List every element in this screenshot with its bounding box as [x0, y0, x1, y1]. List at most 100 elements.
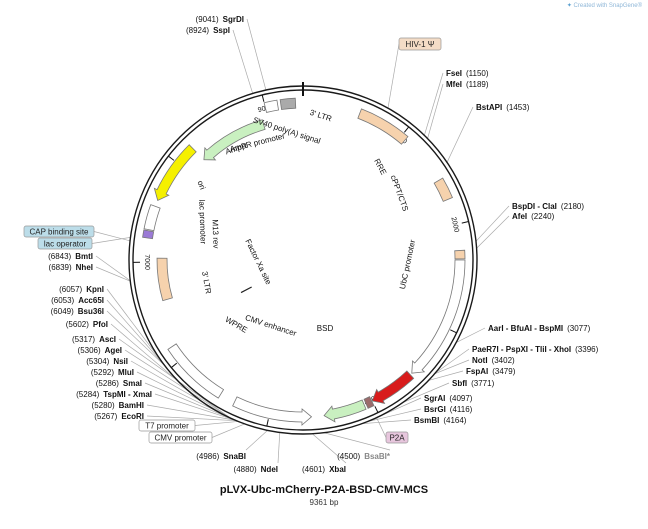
site-afei: AfeI (2240): [512, 212, 555, 221]
lac-operator-box-text: lac operator: [44, 240, 87, 249]
site-leader: [246, 18, 267, 91]
site-position: (5602): [66, 320, 89, 329]
hiv-psi-box: [398, 37, 442, 51]
site-leader: [427, 83, 444, 139]
site-nhei: (6839) NheI: [49, 263, 93, 272]
site-noti: NotI (3402): [472, 356, 515, 365]
site-fsei: FseI (1150): [446, 69, 489, 78]
site-nsii: (5304) NsiI: [86, 357, 128, 366]
site-ecori: (5267) EcoRI: [94, 412, 144, 421]
site-leader: [434, 359, 470, 375]
site-position: (3771): [471, 379, 494, 388]
feature-ampr_prom: [263, 99, 279, 113]
snapgene-credit: ✦ Created with SnapGene®: [567, 2, 642, 9]
feature-ori: [153, 144, 197, 202]
site-pfoi: (5602) PfoI: [66, 320, 108, 329]
site-bmti: (6843) BmtI: [48, 252, 93, 261]
site-name: FseI: [446, 69, 462, 78]
ltr3b-label: 3' LTR: [200, 271, 213, 295]
site-leader: [424, 72, 444, 136]
site-acc65i: (6053) Acc65I: [51, 296, 104, 305]
site-position: (3402): [492, 356, 515, 365]
site-name: TspMI - XmaI: [103, 390, 152, 399]
site-name: AfeI: [512, 212, 527, 221]
lac-operator-box: [37, 237, 93, 250]
tick-mark: [450, 329, 457, 334]
site-sgrai: SgrAI (4097): [424, 394, 473, 403]
feature-ltr3b: [156, 257, 173, 302]
feature-sv40: [279, 97, 297, 110]
site-position: (4880): [234, 465, 257, 474]
box-leader: [387, 43, 400, 109]
feature-cppt: [454, 249, 466, 260]
site-name: AscI: [99, 335, 116, 344]
site-leader: [124, 349, 233, 420]
site-asci: (5317) AscI: [72, 335, 116, 344]
ltr3-label: 3' LTR: [309, 108, 334, 124]
site-leader: [428, 370, 464, 381]
site-leader: [402, 382, 450, 403]
site-name: BsaBI*: [364, 452, 391, 461]
site-name: MfeI: [446, 80, 462, 89]
site-name: PfoI: [93, 320, 108, 329]
feature-ubc: [411, 259, 466, 374]
site-leader: [245, 430, 268, 451]
m13-label: M13 rev: [210, 219, 220, 248]
site-position: (4097): [449, 394, 472, 403]
tick-mark: [168, 155, 175, 161]
site-name: MluI: [118, 368, 134, 377]
site-name: SmaI: [123, 379, 142, 388]
site-position: (1453): [506, 103, 529, 112]
backbone-inner: [132, 89, 474, 431]
credit-text: Created with SnapGene®: [573, 3, 642, 9]
site-position: (9041): [196, 15, 219, 24]
site-name: BamHI: [119, 401, 144, 410]
site-name: BsrGI: [424, 405, 446, 414]
tick-label: 2000: [449, 216, 459, 233]
site-mlui: (5292) MluI: [91, 368, 134, 377]
site-leader: [475, 205, 510, 242]
site-position: (6053): [51, 296, 74, 305]
bsd-label: BSD: [317, 324, 334, 333]
site-position: (3077): [567, 324, 590, 333]
p2a-box: [385, 431, 409, 444]
cmv-enhancer-label: CMV enhancer: [244, 313, 298, 338]
cppt-label: cPPT/CTS: [389, 174, 410, 213]
site-leader: [130, 360, 233, 420]
cmv-promoter-box: [148, 431, 213, 444]
site-name: FspAI: [466, 367, 488, 376]
lac-promoter-label: lac promoter: [197, 200, 208, 245]
feature-ampr: [203, 119, 266, 161]
box-leader: [91, 237, 131, 244]
ubc-label: UbC promoter: [398, 239, 417, 290]
site-smai: (5286) SmaI: [96, 379, 142, 388]
site-tspmi-xmai: (5284) TspMI - XmaI: [76, 390, 152, 399]
box-leader: [211, 423, 245, 438]
site-leader: [232, 29, 254, 94]
site-leader: [146, 415, 237, 422]
tick-mark: [461, 221, 469, 224]
site-leader: [367, 408, 422, 422]
site-position: (4116): [450, 405, 473, 414]
site-position: (4500): [337, 452, 360, 461]
site-leader: [277, 432, 281, 464]
site-position: (5304): [86, 357, 109, 366]
rre-label: RRE: [372, 157, 388, 176]
site-name: BspDI - ClaI: [512, 202, 557, 211]
t7-promoter-box-text: T7 promoter: [145, 422, 189, 431]
site-position: (5306): [78, 346, 101, 355]
site-name: SnaBI: [223, 452, 246, 461]
site-leader: [312, 433, 347, 464]
feature-rre: [433, 177, 453, 202]
feature-lacprom: [143, 204, 161, 232]
site-position: (5284): [76, 390, 99, 399]
ori-label: ori: [195, 179, 207, 191]
site-name: NdeI: [261, 465, 278, 474]
cap-binding-site-box: [23, 225, 95, 238]
site-leader: [144, 382, 235, 421]
plasmid-backbone: [128, 82, 478, 435]
tick-label: 7000: [143, 254, 150, 270]
site-leader: [434, 348, 470, 374]
site-position: (4986): [196, 452, 219, 461]
